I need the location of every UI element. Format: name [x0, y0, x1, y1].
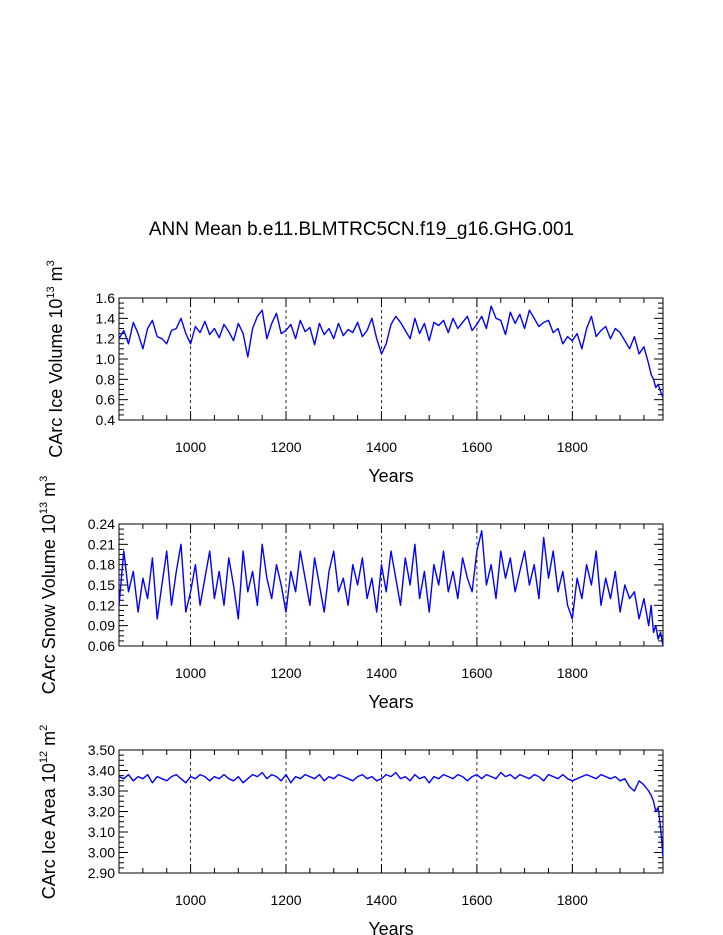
y-tick-label: 2.90 — [88, 865, 115, 881]
y-tick-label: 0.6 — [96, 392, 116, 408]
y-tick-label: 0.06 — [88, 638, 115, 654]
y-tick-label: 0.15 — [88, 577, 115, 593]
y-tick-label: 1.6 — [96, 290, 116, 306]
x-tick-label: 1400 — [366, 439, 397, 455]
y-tick-label: 1.0 — [96, 351, 116, 367]
y-tick-label: 1.2 — [96, 331, 116, 347]
x-tick-label: 1600 — [461, 439, 492, 455]
series-line — [118, 530, 664, 647]
x-tick-label: 1000 — [175, 439, 206, 455]
y-tick-label: 3.50 — [88, 742, 115, 758]
series-line — [118, 305, 664, 398]
y-tick-label: 3.10 — [88, 824, 115, 840]
x-axis-label: Years — [368, 466, 413, 486]
x-tick-label: 1800 — [557, 665, 588, 681]
y-tick-label: 0.09 — [88, 618, 115, 634]
y-tick-label: 0.8 — [96, 371, 116, 387]
x-tick-label: 1200 — [270, 892, 301, 908]
x-tick-label: 1600 — [461, 665, 492, 681]
figure-title: ANN Mean b.e11.BLMTRC5CN.f19_g16.GHG.001 — [148, 219, 575, 240]
x-tick-label: 1000 — [175, 665, 206, 681]
x-tick-label: 1200 — [270, 665, 301, 681]
y-tick-label: 3.40 — [88, 763, 115, 779]
y-tick-label: 3.20 — [88, 804, 115, 820]
x-tick-label: 1400 — [366, 892, 397, 908]
x-tick-label: 1400 — [366, 665, 397, 681]
panel-2: 1000 1200 1400 1600 1800 0.06 0.09 0.12 0.15 0.18… — [38, 476, 664, 712]
x-tick-label: 1600 — [461, 892, 492, 908]
y-axis-label: CArc Ice Volume 1013 m3 — [45, 260, 66, 457]
y-tick-label: 3.30 — [88, 783, 115, 799]
x-tick-label: 1200 — [270, 439, 301, 455]
y-axis-label: CArc Ice Area 1012 m2 — [38, 725, 59, 899]
x-axis-label: Years — [368, 692, 413, 712]
plot-frame — [118, 523, 664, 647]
y-tick-label: 3.00 — [88, 845, 115, 861]
x-tick-label: 1000 — [175, 892, 206, 908]
x-tick-label: 1800 — [557, 439, 588, 455]
y-axis-label: CArc Snow Volume 1013 m3 — [38, 476, 59, 694]
y-tick-label: 0.21 — [88, 536, 115, 552]
x-tick-label: 1800 — [557, 892, 588, 908]
series-line — [118, 771, 664, 857]
y-tick-label: 0.12 — [88, 597, 115, 613]
panel-1: 1000 1200 1400 1600 1800 0.4 0.6 0.8 1.0 1.2 1.4 1.… — [45, 260, 664, 486]
x-axis-label: Years — [368, 919, 413, 935]
y-tick-label: 0.18 — [88, 557, 115, 573]
y-tick-label: 0.4 — [96, 412, 116, 428]
plot-frame — [118, 749, 664, 874]
panel-3: 1000 1200 1400 1600 1800 2.90 3.00 3.10 3.20 3.30… — [38, 725, 664, 935]
plot-frame — [118, 297, 664, 421]
y-tick-label: 1.4 — [96, 310, 116, 326]
y-tick-label: 0.24 — [88, 516, 115, 532]
